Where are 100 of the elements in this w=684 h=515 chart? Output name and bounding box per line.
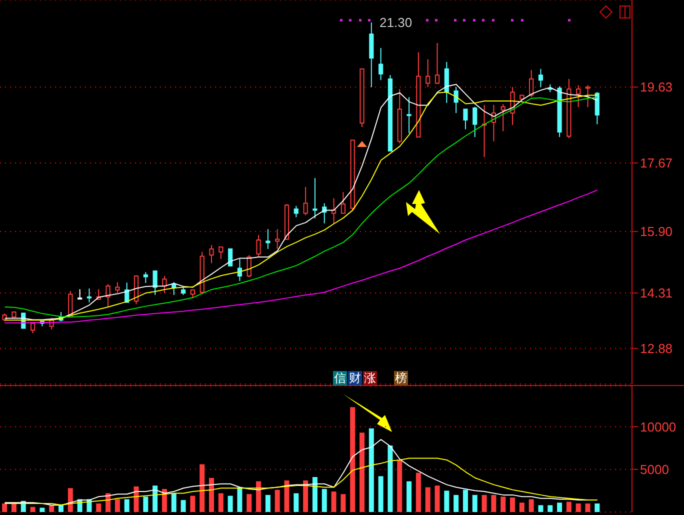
bar [425, 487, 430, 512]
bar [472, 494, 478, 512]
candlestick [162, 276, 167, 294]
candlestick [585, 84, 590, 108]
bar [209, 478, 214, 512]
bar [528, 499, 534, 512]
annotation: 21.30 [380, 15, 412, 30]
bar [576, 503, 581, 512]
bar [200, 464, 205, 512]
candlestick [115, 282, 120, 294]
bar [519, 502, 524, 512]
bar [246, 494, 252, 512]
y-tick-label: 14.31 [640, 286, 673, 301]
bar [585, 503, 590, 512]
bar [256, 481, 262, 512]
bar [294, 493, 299, 512]
bar [454, 494, 459, 512]
bar [491, 494, 496, 512]
line-series [4, 458, 598, 506]
bar [40, 508, 45, 512]
bar [378, 476, 384, 512]
candlestick [30, 322, 36, 334]
bar [180, 500, 186, 512]
candlestick [472, 106, 478, 138]
candlestick [576, 84, 581, 108]
y-tick-label: 12.88 [640, 341, 673, 356]
y-tick-label: 19.63 [640, 80, 673, 95]
candlestick [228, 248, 233, 266]
bar [96, 503, 102, 512]
bar [30, 506, 36, 512]
candlestick [209, 244, 214, 264]
y-tick-label: 17.67 [640, 156, 673, 171]
bar [171, 493, 176, 512]
candlestick [294, 205, 298, 218]
candlestick [538, 68, 544, 88]
candlestick [266, 228, 270, 250]
bar [368, 428, 374, 512]
y-tick-label: 5000 [640, 462, 669, 477]
bar [416, 472, 421, 512]
candlestick [86, 288, 92, 303]
bar [312, 477, 318, 512]
candlestick [463, 108, 468, 130]
bar [510, 498, 516, 512]
bar [397, 460, 402, 512]
bar [274, 490, 280, 512]
candlestick [256, 234, 261, 258]
bar [2, 503, 8, 512]
candlestick [500, 104, 506, 132]
bar [303, 480, 308, 512]
annotation: 财 [348, 371, 362, 385]
annotation: 信 [333, 371, 347, 385]
bar [322, 488, 327, 512]
bar [406, 481, 412, 512]
bar [500, 496, 506, 512]
candlestick [369, 22, 374, 88]
bar [218, 493, 224, 512]
bar [265, 494, 270, 512]
candlestick [218, 246, 224, 260]
bar [124, 499, 130, 512]
candlestick [340, 192, 346, 214]
bar [557, 502, 562, 512]
bar [538, 505, 544, 512]
bar [566, 502, 572, 512]
candlestick [529, 70, 534, 98]
candlestick [78, 288, 82, 300]
bar [162, 488, 167, 512]
candlestick [331, 198, 336, 224]
bar [114, 499, 120, 512]
bar [350, 407, 356, 512]
bar [482, 494, 487, 512]
bar [444, 490, 450, 512]
candlestick [426, 58, 430, 88]
bar [548, 505, 553, 512]
bar [134, 486, 139, 512]
candlestick [106, 284, 110, 308]
bar [594, 503, 600, 512]
candlestick [594, 92, 600, 125]
candlestick [434, 42, 440, 84]
candlestick [378, 48, 384, 81]
bar [462, 490, 468, 512]
bar [68, 488, 73, 512]
bar [434, 486, 440, 512]
bar [237, 487, 242, 512]
candlestick [312, 178, 318, 219]
candlestick [152, 270, 158, 296]
bar [228, 496, 233, 512]
candlestick [143, 272, 148, 284]
bar [331, 492, 336, 512]
bar [143, 496, 148, 512]
bar [340, 494, 346, 512]
bar [152, 486, 158, 512]
candlestick [444, 61, 449, 104]
bar [360, 432, 365, 512]
y-tick-label: 10000 [640, 419, 676, 434]
bar [284, 480, 290, 512]
candlestick [406, 96, 412, 134]
annotation: 榜 [394, 371, 408, 385]
bar [190, 496, 196, 512]
annotation: 涨 [363, 371, 377, 385]
candlestick [275, 228, 280, 250]
